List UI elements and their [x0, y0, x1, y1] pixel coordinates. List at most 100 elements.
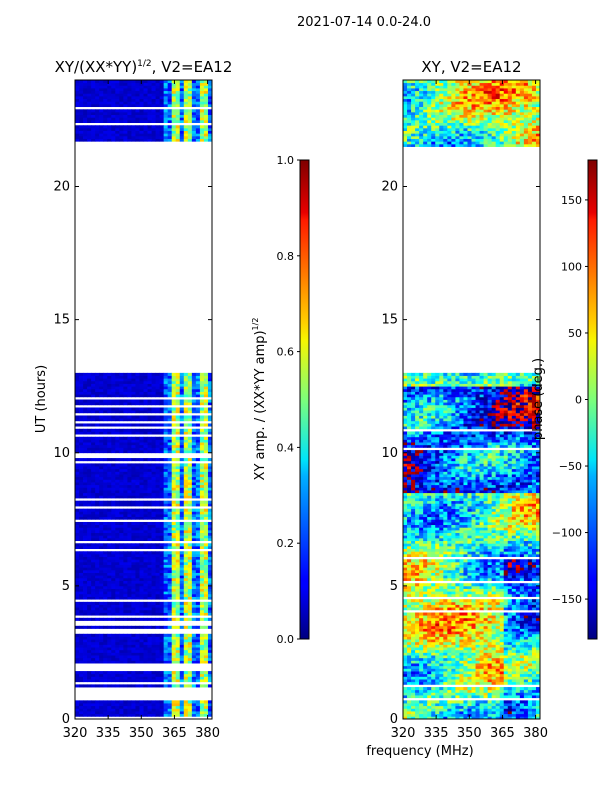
heatmap-cell — [139, 402, 144, 406]
heatmap-cell — [111, 418, 116, 422]
heatmap-cell — [423, 705, 428, 709]
heatmap-cell — [107, 708, 112, 712]
heatmap-cell — [107, 479, 112, 483]
heatmap-cell — [111, 410, 116, 414]
heatmap-cell — [151, 612, 156, 616]
heatmap-cell — [123, 98, 128, 102]
heatmap-cell — [99, 569, 104, 573]
heatmap-cell — [427, 692, 432, 696]
heatmap-cell — [191, 479, 197, 483]
heatmap-cell — [175, 80, 181, 84]
heatmap-cell — [127, 492, 132, 496]
heatmap-cell — [439, 711, 444, 715]
heatmap-cell — [183, 87, 189, 92]
heatmap-cell — [199, 649, 205, 653]
heatmap-cell — [443, 671, 448, 675]
heatmap-cell — [151, 492, 156, 496]
heatmap-cell — [511, 713, 517, 717]
heatmap-cell — [207, 535, 212, 539]
heatmap-cell — [179, 601, 185, 605]
heatmap-cell — [199, 711, 205, 715]
heatmap-cell — [95, 556, 100, 560]
heatmap-cell — [155, 402, 161, 406]
heatmap-cell — [187, 378, 193, 382]
heatmap-cell — [163, 428, 169, 432]
heatmap-cell — [107, 133, 112, 137]
heatmap-cell — [167, 516, 173, 520]
heatmap-cell — [171, 655, 177, 659]
heatmap-cell — [143, 135, 148, 139]
heatmap-cell — [107, 93, 112, 97]
heatmap-cell — [531, 660, 537, 664]
heatmap-cell — [195, 545, 201, 549]
heatmap-cell — [199, 572, 205, 576]
heatmap-cell — [203, 508, 209, 512]
heatmap-cell — [147, 516, 152, 520]
heatmap-cell — [155, 703, 161, 707]
heatmap-cell — [139, 447, 144, 451]
heatmap-cell — [163, 556, 169, 560]
heatmap-cell — [203, 95, 209, 100]
heatmap-cell — [207, 660, 212, 664]
heatmap-cell — [127, 604, 132, 608]
heatmap-cell — [407, 663, 412, 667]
heatmap-cell — [511, 663, 517, 667]
heatmap-cell — [75, 700, 80, 704]
heatmap-cell — [119, 705, 124, 709]
heatmap-cell — [495, 692, 501, 696]
heatmap-cell — [91, 109, 96, 113]
heatmap-cell — [191, 644, 197, 648]
heatmap-cell — [91, 407, 96, 411]
heatmap-cell — [127, 673, 132, 677]
heatmap-cell — [203, 532, 209, 536]
heatmap-cell — [143, 508, 148, 512]
heatmap-cell — [479, 711, 484, 715]
heatmap-cell — [75, 114, 80, 118]
heatmap-cell — [91, 399, 96, 403]
heatmap-cell — [83, 85, 88, 89]
heatmap-cell — [171, 90, 177, 94]
heatmap-cell — [107, 399, 112, 403]
heatmap-cell — [111, 476, 116, 480]
heatmap-cell — [139, 487, 144, 491]
heatmap-cell — [123, 633, 128, 637]
heatmap-cell — [95, 511, 100, 515]
heatmap-cell — [499, 703, 505, 707]
heatmap-cell — [203, 466, 209, 470]
heatmap-cell — [515, 679, 521, 683]
heatmap-cell — [111, 527, 116, 531]
heatmap-cell — [191, 463, 197, 467]
heatmap-cell — [131, 391, 136, 395]
heatmap-cell — [143, 583, 148, 587]
heatmap-cell — [139, 513, 144, 518]
heatmap-cell — [531, 663, 537, 667]
heatmap-cell — [191, 436, 197, 440]
heatmap-cell — [147, 532, 152, 536]
heatmap-cell — [151, 138, 156, 142]
heatmap-cell — [147, 383, 152, 387]
heatmap-cell — [75, 585, 80, 589]
heatmap-cell — [467, 708, 472, 712]
heatmap-cell — [95, 439, 100, 443]
heatmap-cell — [171, 436, 177, 440]
heatmap-cell — [135, 431, 140, 435]
heatmap-cell — [459, 676, 464, 680]
heatmap-cell — [75, 551, 80, 555]
heatmap-cell — [531, 708, 537, 712]
heatmap-cell — [459, 711, 464, 715]
heatmap-cell — [179, 644, 185, 648]
heatmap-cell — [159, 593, 165, 597]
heatmap-cell — [79, 442, 84, 446]
heatmap-cell — [91, 569, 96, 573]
heatmap-cell — [159, 711, 165, 715]
heatmap-cell — [135, 524, 140, 528]
heatmap-cell — [79, 372, 84, 376]
heatmap-cell — [199, 644, 205, 648]
heatmap-cell — [467, 679, 472, 683]
heatmap-cell — [175, 639, 181, 643]
heatmap-cell — [159, 609, 165, 613]
heatmap-cell — [99, 119, 104, 123]
heatmap-cell — [187, 127, 193, 131]
heatmap-cell — [187, 468, 193, 472]
heatmap-cell — [139, 114, 144, 118]
